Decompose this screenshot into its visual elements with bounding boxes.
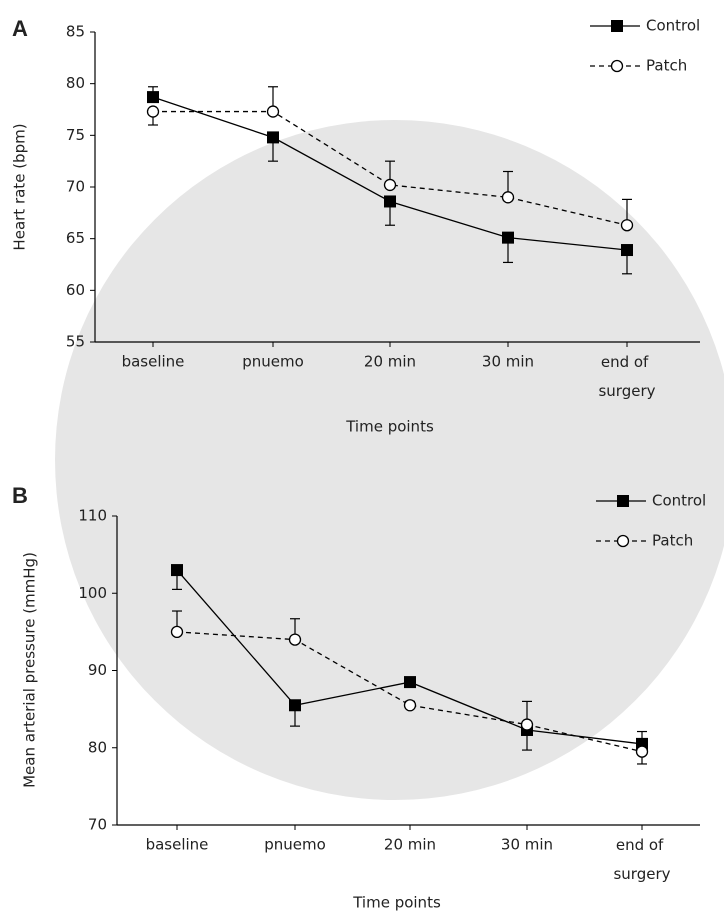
marker (622, 220, 633, 231)
y-axis-label: Heart rate (bpm) (11, 123, 29, 250)
panel-label: A (12, 16, 28, 41)
x-tick-label-line: surgery (613, 865, 670, 883)
marker (617, 495, 629, 507)
y-tick-label: 90 (88, 661, 107, 679)
x-tick-label: pnuemo (264, 836, 326, 854)
x-tick-label-line: surgery (598, 382, 655, 400)
x-tick-label: 30 min (501, 836, 553, 854)
x-tick-label-line: end of (601, 353, 653, 371)
marker (267, 131, 279, 143)
legend-label: Control (646, 17, 700, 35)
legend-label: Control (652, 492, 706, 510)
x-tick-label: baseline (122, 353, 185, 371)
marker (147, 91, 159, 103)
marker (611, 20, 623, 32)
figure: A 55 60 65 70 75 80 85 baseline pnuemo 20 min 30 mi… (0, 0, 724, 914)
x-tick-label-line: end of (616, 836, 668, 854)
marker (502, 232, 514, 244)
x-axis-label: Time points (352, 894, 441, 912)
y-tick-label: 110 (78, 507, 107, 525)
panel-label: B (12, 483, 28, 508)
y-tick-label: 60 (66, 281, 85, 299)
marker (522, 719, 533, 730)
y-tick-label: 55 (66, 333, 85, 351)
x-axis-label: Time points (345, 418, 434, 436)
x-tick-label: 20 min (364, 353, 416, 371)
marker (171, 564, 183, 576)
marker (172, 626, 183, 637)
y-tick-label: 80 (88, 738, 107, 756)
marker (405, 700, 416, 711)
marker (618, 536, 629, 547)
marker (612, 61, 623, 72)
marker (404, 676, 416, 688)
marker (503, 192, 514, 203)
y-axis-label: Mean arterial pressure (mmHg) (21, 552, 39, 788)
legend-label: Patch (646, 57, 687, 75)
x-tick-label: baseline (146, 836, 209, 854)
marker (290, 634, 301, 645)
marker (637, 746, 648, 757)
marker (268, 106, 279, 117)
x-tick-label: 30 min (482, 353, 534, 371)
y-tick-label: 65 (66, 229, 85, 247)
y-tick-label: 85 (66, 23, 85, 41)
y-tick-label: 75 (66, 126, 85, 144)
x-tick-label: 20 min (384, 836, 436, 854)
y-tick-label: 80 (66, 74, 85, 92)
marker (384, 195, 396, 207)
legend-label: Patch (652, 532, 693, 550)
y-tick-label: 70 (66, 178, 85, 196)
y-tick-label: 100 (78, 584, 107, 602)
marker (289, 699, 301, 711)
x-tick-label: pnuemo (242, 353, 304, 371)
marker (148, 106, 159, 117)
y-tick-label: 70 (88, 816, 107, 834)
marker (621, 244, 633, 256)
marker (385, 179, 396, 190)
